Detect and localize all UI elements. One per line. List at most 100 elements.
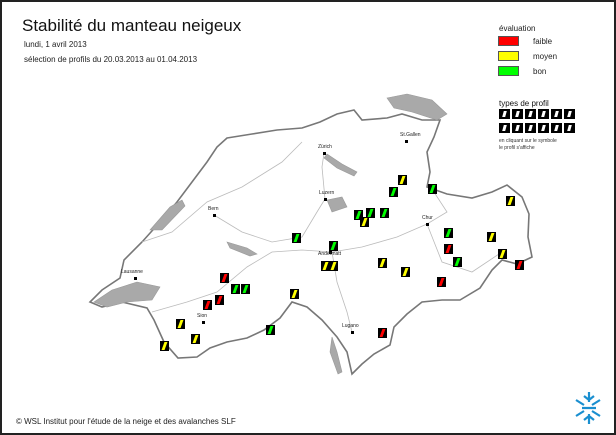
- profile-note: le profil s'affiche: [499, 145, 535, 151]
- profile-marker-faible[interactable]: [215, 295, 224, 305]
- profile-symbol: [232, 285, 239, 293]
- lake-neuchatel: [149, 199, 186, 231]
- profile-marker-moyen[interactable]: [498, 249, 507, 259]
- city-dot: [324, 198, 327, 201]
- profile-symbol: [291, 290, 298, 298]
- profile-type-icon: [525, 109, 536, 119]
- city-dot: [202, 321, 205, 324]
- profile-marker-bon[interactable]: [428, 184, 437, 194]
- profile-marker-moyen[interactable]: [321, 261, 330, 271]
- city-label: Lausanne: [121, 269, 143, 275]
- profile-marker-bon[interactable]: [329, 241, 338, 251]
- city-label: Andermatt: [318, 251, 342, 257]
- profile-symbol: [488, 233, 495, 241]
- profile-marker-moyen[interactable]: [506, 196, 515, 206]
- legend-swatch: [498, 36, 519, 46]
- profile-marker-moyen[interactable]: [160, 341, 169, 351]
- profile-type-icon: [512, 123, 523, 133]
- profile-type-icon: [525, 123, 536, 133]
- selection-label: sélection de profils du 20.03.2013 au 01…: [24, 55, 198, 64]
- city-dot: [213, 214, 216, 217]
- city-dot: [426, 223, 429, 226]
- profile-symbol: [330, 242, 337, 250]
- profile-marker-moyen[interactable]: [398, 175, 407, 185]
- profile-type-icon: [538, 109, 549, 119]
- city-dot: [351, 331, 354, 334]
- city-label: Chur: [422, 215, 433, 221]
- city-label: Lugano: [342, 323, 359, 329]
- profile-marker-bon[interactable]: [453, 257, 462, 267]
- profile-marker-bon[interactable]: [444, 228, 453, 238]
- profile-symbol: [445, 245, 452, 253]
- profile-type-icon: [551, 109, 562, 119]
- profile-symbol: [204, 301, 211, 309]
- profile-symbol: [445, 229, 452, 237]
- profile-marker-faible[interactable]: [437, 277, 446, 287]
- city-label: Luzern: [319, 190, 335, 196]
- profile-symbol: [221, 274, 228, 282]
- profile-marker-faible[interactable]: [378, 328, 387, 338]
- profile-symbol: [399, 176, 406, 184]
- profile-symbol: [330, 262, 337, 270]
- profile-symbol: [379, 259, 386, 267]
- profile-type-icon: [499, 109, 510, 119]
- copyright-footer: © WSL Institut pour l'étude de la neige …: [16, 417, 236, 426]
- city-label: Zürich: [318, 144, 332, 150]
- profile-marker-moyen[interactable]: [329, 261, 338, 271]
- profile-symbol: [177, 320, 184, 328]
- profile-marker-moyen[interactable]: [176, 319, 185, 329]
- profile-marker-bon[interactable]: [231, 284, 240, 294]
- date-label: lundi, 1 avril 2013: [24, 40, 87, 49]
- lake-maggiore: [329, 336, 343, 375]
- profile-marker-moyen[interactable]: [378, 258, 387, 268]
- city-label: Sion: [197, 313, 208, 319]
- profile-symbol: [367, 209, 374, 217]
- profile-marker-faible[interactable]: [444, 244, 453, 254]
- profile-marker-moyen[interactable]: [401, 267, 410, 277]
- profile-marker-faible[interactable]: [220, 273, 229, 283]
- profile-note: en cliquant sur le symbole: [499, 138, 557, 144]
- profile-types-title: types de profil: [499, 99, 549, 108]
- profile-marker-moyen[interactable]: [191, 334, 200, 344]
- profile-symbol: [192, 335, 199, 343]
- lake-geneva: [93, 281, 161, 308]
- profile-symbol: [438, 278, 445, 286]
- lake-zurich: [323, 153, 358, 177]
- lake-lucerne: [326, 196, 348, 213]
- profile-types-row: [499, 109, 575, 119]
- profile-marker-moyen[interactable]: [360, 217, 369, 227]
- profile-marker-bon[interactable]: [389, 187, 398, 197]
- profile-marker-bon[interactable]: [380, 208, 389, 218]
- legend-item-bon: bon: [498, 66, 546, 76]
- profile-marker-moyen[interactable]: [290, 289, 299, 299]
- profile-types-row: [499, 123, 575, 133]
- profile-type-icon: [564, 109, 575, 119]
- profile-marker-bon[interactable]: [292, 233, 301, 243]
- legend-item-faible: faible: [498, 36, 552, 46]
- city-dot: [329, 251, 332, 254]
- profile-symbol: [379, 329, 386, 337]
- country-border: [88, 109, 533, 376]
- profile-marker-bon[interactable]: [366, 208, 375, 218]
- profile-marker-bon[interactable]: [241, 284, 250, 294]
- profile-marker-moyen[interactable]: [487, 232, 496, 242]
- profile-type-icon: [499, 123, 510, 133]
- lake-constance: [386, 93, 448, 121]
- profile-marker-bon[interactable]: [354, 210, 363, 220]
- profile-symbol: [322, 262, 329, 270]
- profile-symbol: [381, 209, 388, 217]
- profile-symbol: [216, 296, 223, 304]
- profile-marker-faible[interactable]: [515, 260, 524, 270]
- profile-symbol: [242, 285, 249, 293]
- profile-marker-bon[interactable]: [266, 325, 275, 335]
- city-dot: [134, 277, 137, 280]
- profile-type-icon: [564, 123, 575, 133]
- slf-snowflake-logo: [575, 392, 601, 424]
- profile-marker-faible[interactable]: [203, 300, 212, 310]
- profile-symbol: [161, 342, 168, 350]
- profile-symbol: [390, 188, 397, 196]
- profile-symbol: [293, 234, 300, 242]
- profile-symbol: [507, 197, 514, 205]
